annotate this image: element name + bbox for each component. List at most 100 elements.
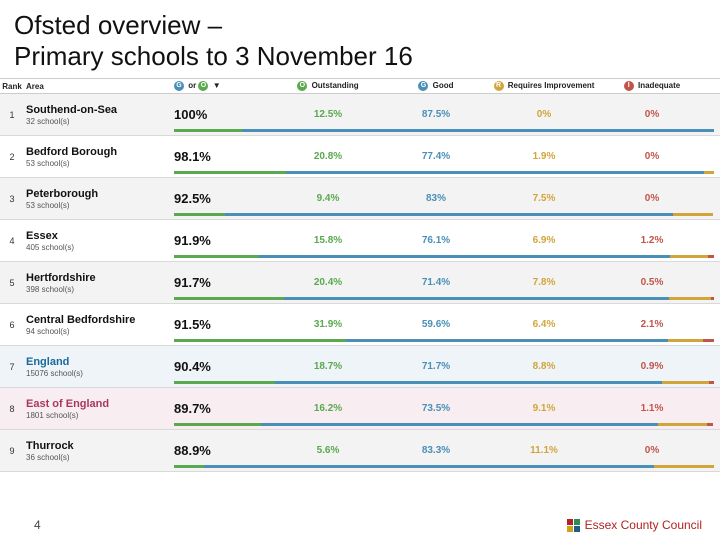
outstanding-cell: 15.8% bbox=[274, 235, 382, 246]
area-name: Hertfordshire bbox=[26, 272, 174, 284]
combo-or: or bbox=[188, 81, 196, 90]
rank-cell: 4 bbox=[0, 236, 24, 246]
area-name: East of England bbox=[26, 398, 174, 410]
table-row: 1Southend-on-Sea32 school(s)100%12.5%87.… bbox=[0, 94, 720, 136]
in-cell: 2.1% bbox=[598, 319, 706, 330]
good-cell: 71.7% bbox=[382, 361, 490, 372]
table-row: 9Thurrock36 school(s)88.9%5.6%83.3%11.1%… bbox=[0, 430, 720, 472]
inadequate-badge-icon: I bbox=[624, 81, 634, 91]
area-cell: Central Bedfordshire94 school(s) bbox=[24, 314, 174, 336]
combo-cell: 91.5% bbox=[174, 316, 274, 334]
area-name: Southend-on-Sea bbox=[26, 104, 174, 116]
good-cell: 71.4% bbox=[382, 277, 490, 288]
outstanding-badge-icon: O bbox=[198, 81, 208, 91]
area-cell: Hertfordshire398 school(s) bbox=[24, 272, 174, 294]
essex-logo-icon bbox=[567, 518, 581, 532]
outstanding-cell: 16.2% bbox=[274, 403, 382, 414]
area-cell: Essex405 school(s) bbox=[24, 230, 174, 252]
area-sub: 53 school(s) bbox=[26, 159, 174, 168]
rank-cell: 6 bbox=[0, 320, 24, 330]
ri-cell: 7.8% bbox=[490, 277, 598, 288]
outstanding-cell: 12.5% bbox=[274, 109, 382, 120]
table-row: 3Peterborough53 school(s)92.5%9.4%83%7.5… bbox=[0, 178, 720, 220]
in-cell: 0% bbox=[598, 193, 706, 204]
area-sub: 1801 school(s) bbox=[26, 411, 174, 420]
page-title: Ofsted overview – Primary schools to 3 N… bbox=[0, 0, 720, 78]
outstanding-cell: 20.8% bbox=[274, 151, 382, 162]
rank-cell: 7 bbox=[0, 362, 24, 372]
area-name: England bbox=[26, 356, 174, 368]
area-cell: Thurrock36 school(s) bbox=[24, 440, 174, 462]
table-row: 8East of England1801 school(s)89.7%16.2%… bbox=[0, 388, 720, 430]
col-combo: G or O ▼ bbox=[174, 81, 274, 91]
area-cell: England15076 school(s) bbox=[24, 356, 174, 378]
in-cell: 1.2% bbox=[598, 235, 706, 246]
combo-cell: 88.9% bbox=[174, 442, 274, 460]
col-requires: R Requires Improvement bbox=[490, 81, 598, 91]
rank-cell: 2 bbox=[0, 152, 24, 162]
area-name: Essex bbox=[26, 230, 174, 242]
table-row: 7England15076 school(s)90.4%18.7%71.7%8.… bbox=[0, 346, 720, 388]
title-line-1: Ofsted overview – bbox=[14, 10, 222, 40]
good-badge-icon: G bbox=[418, 81, 428, 91]
stacked-bar bbox=[174, 171, 714, 174]
ri-cell: 6.9% bbox=[490, 235, 598, 246]
outstanding-cell: 20.4% bbox=[274, 277, 382, 288]
col-good: G Good bbox=[382, 81, 490, 91]
table-header: Rank Area G or O ▼ O Outstanding G Good … bbox=[0, 78, 720, 94]
area-sub: 36 school(s) bbox=[26, 453, 174, 462]
outstanding-cell: 31.9% bbox=[274, 319, 382, 330]
ri-cell: 9.1% bbox=[490, 403, 598, 414]
ri-cell: 1.9% bbox=[490, 151, 598, 162]
combo-cell: 90.4% bbox=[174, 358, 274, 376]
area-sub: 53 school(s) bbox=[26, 201, 174, 210]
table-row: 6Central Bedfordshire94 school(s)91.5%31… bbox=[0, 304, 720, 346]
combo-cell: 92.5% bbox=[174, 190, 274, 208]
in-cell: 0.5% bbox=[598, 277, 706, 288]
ofsted-table: Rank Area G or O ▼ O Outstanding G Good … bbox=[0, 78, 720, 472]
good-cell: 59.6% bbox=[382, 319, 490, 330]
good-cell: 73.5% bbox=[382, 403, 490, 414]
area-name: Peterborough bbox=[26, 188, 174, 200]
requires-badge-icon: R bbox=[494, 81, 504, 91]
stacked-bar bbox=[174, 465, 714, 468]
stacked-bar bbox=[174, 129, 714, 132]
col-inadequate: I Inadequate bbox=[598, 81, 706, 91]
area-sub: 398 school(s) bbox=[26, 285, 174, 294]
title-line-2: Primary schools to 3 November 16 bbox=[14, 41, 413, 71]
combo-cell: 89.7% bbox=[174, 400, 274, 418]
area-name: Central Bedfordshire bbox=[26, 314, 174, 326]
in-cell: 0% bbox=[598, 445, 706, 456]
area-sub: 32 school(s) bbox=[26, 117, 174, 126]
area-sub: 15076 school(s) bbox=[26, 369, 174, 378]
essex-logo: Essex County Council bbox=[567, 518, 702, 532]
area-name: Bedford Borough bbox=[26, 146, 174, 158]
table-row: 2Bedford Borough53 school(s)98.1%20.8%77… bbox=[0, 136, 720, 178]
in-cell: 0.9% bbox=[598, 361, 706, 372]
stacked-bar bbox=[174, 255, 714, 258]
stacked-bar bbox=[174, 381, 714, 384]
area-cell: Bedford Borough53 school(s) bbox=[24, 146, 174, 168]
area-name: Thurrock bbox=[26, 440, 174, 452]
good-cell: 76.1% bbox=[382, 235, 490, 246]
in-cell: 1.1% bbox=[598, 403, 706, 414]
good-cell: 77.4% bbox=[382, 151, 490, 162]
col-rank: Rank bbox=[0, 82, 24, 91]
outstanding-badge-icon: O bbox=[297, 81, 307, 91]
stacked-bar bbox=[174, 213, 714, 216]
combo-cell: 100% bbox=[174, 106, 274, 124]
rank-cell: 1 bbox=[0, 110, 24, 120]
outstanding-cell: 5.6% bbox=[274, 445, 382, 456]
table-row: 5Hertfordshire398 school(s)91.7%20.4%71.… bbox=[0, 262, 720, 304]
stacked-bar bbox=[174, 297, 714, 300]
area-sub: 94 school(s) bbox=[26, 327, 174, 336]
area-cell: East of England1801 school(s) bbox=[24, 398, 174, 420]
stacked-bar bbox=[174, 423, 714, 426]
ri-cell: 6.4% bbox=[490, 319, 598, 330]
essex-logo-text: Essex County Council bbox=[585, 518, 702, 532]
slide-footer: 4 Essex County Council bbox=[0, 518, 720, 532]
stacked-bar bbox=[174, 339, 714, 342]
ri-cell: 11.1% bbox=[490, 445, 598, 456]
ri-cell: 0% bbox=[490, 109, 598, 120]
rank-cell: 5 bbox=[0, 278, 24, 288]
